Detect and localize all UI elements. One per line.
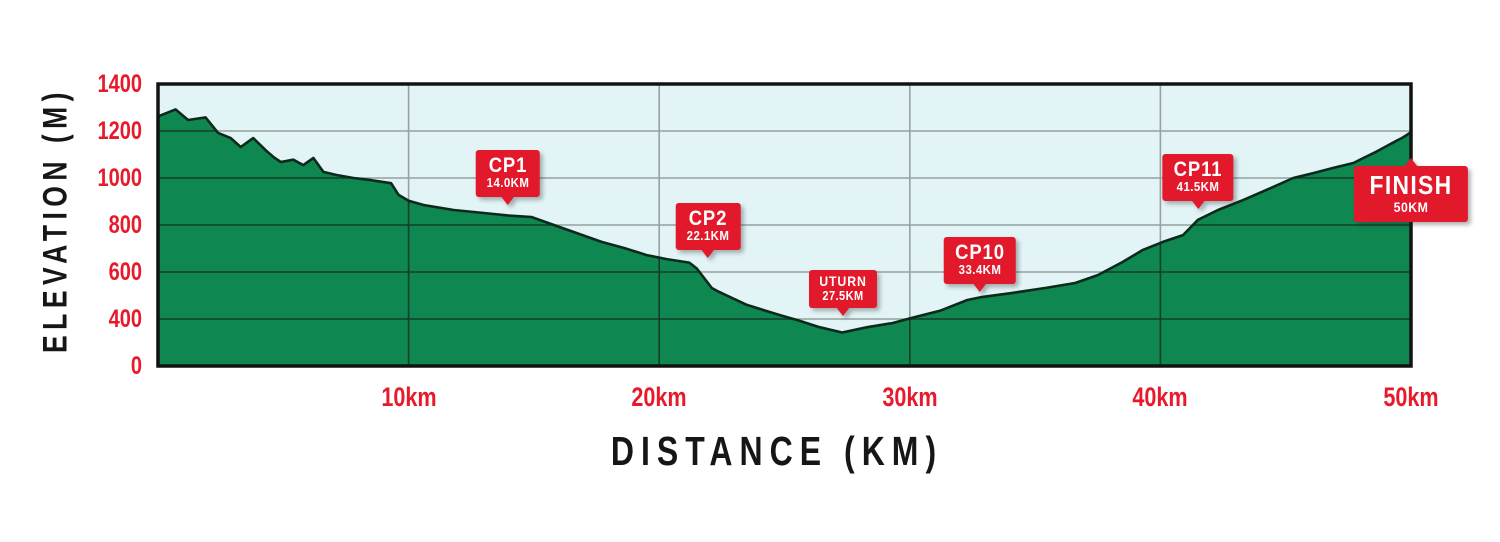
y-tick-label-0: 0 [130, 352, 142, 380]
y-tick-label-1400: 1400 [97, 70, 143, 98]
checkpoint-badge: FINISH 50KM [1353, 166, 1469, 222]
x-tick-label-50km: 50km [1383, 382, 1439, 412]
checkpoint-badge: CP2 22.1KM [675, 202, 741, 250]
elevation-area [158, 109, 1411, 367]
x-tick-label-40km: 40km [1132, 382, 1189, 412]
y-tick-label-1000: 1000 [97, 164, 143, 192]
checkpoint-name: UTURN [819, 273, 868, 290]
checkpoint-distance: 14.0KM [486, 175, 529, 191]
checkpoint-marker-cp2: CP2 22.1KM [675, 202, 741, 258]
checkpoint-distance: 27.5KM [822, 288, 864, 303]
checkpoint-badge: UTURN 27.5KM [809, 270, 878, 308]
y-tick-label-1200: 1200 [97, 117, 143, 145]
marker-pointer-icon [500, 196, 515, 206]
y-tick-label-600: 600 [108, 258, 142, 286]
checkpoint-name: CP1 [488, 153, 527, 177]
x-tick-label-20km: 20km [631, 382, 687, 412]
checkpoint-marker-cp11: CP11 41.5KM [1162, 153, 1234, 210]
checkpoint-badge: CP11 41.5KM [1162, 153, 1234, 202]
marker-pointer-icon [1190, 200, 1205, 210]
checkpoint-name: CP2 [688, 206, 728, 230]
y-tick-label-400: 400 [108, 305, 142, 333]
checkpoint-badge: CP1 14.0KM [475, 149, 540, 198]
x-axis-title: DISTANCE (KM) [610, 428, 943, 474]
marker-pointer-icon [836, 306, 851, 316]
checkpoint-name: CP10 [955, 240, 1005, 264]
checkpoint-marker-cp10: CP10 33.4KM [943, 236, 1017, 292]
checkpoint-marker-finish: FINISH 50KM [1353, 158, 1469, 222]
y-tick-label-800: 800 [108, 211, 142, 239]
checkpoint-name: CP11 [1173, 157, 1223, 181]
checkpoint-badge: CP10 33.4KM [943, 236, 1017, 284]
checkpoint-distance: 41.5KM [1176, 179, 1220, 195]
checkpoint-distance: 22.1KM [686, 227, 730, 243]
marker-pointer-icon [701, 248, 716, 258]
elevation-line [157, 108, 1412, 334]
marker-pointer-icon [1403, 158, 1418, 168]
x-tick-label-30km: 30km [882, 382, 938, 412]
checkpoint-distance: 50KM [1393, 198, 1429, 215]
checkpoint-marker-uturn: UTURN 27.5KM [809, 270, 878, 316]
checkpoint-distance: 33.4KM [958, 262, 1002, 278]
checkpoint-marker-cp1: CP1 14.0KM [475, 149, 540, 206]
marker-pointer-icon [972, 282, 987, 292]
checkpoint-name: FINISH [1369, 170, 1453, 201]
plot-border [156, 82, 1413, 368]
x-tick-label-10km: 10km [380, 382, 437, 412]
